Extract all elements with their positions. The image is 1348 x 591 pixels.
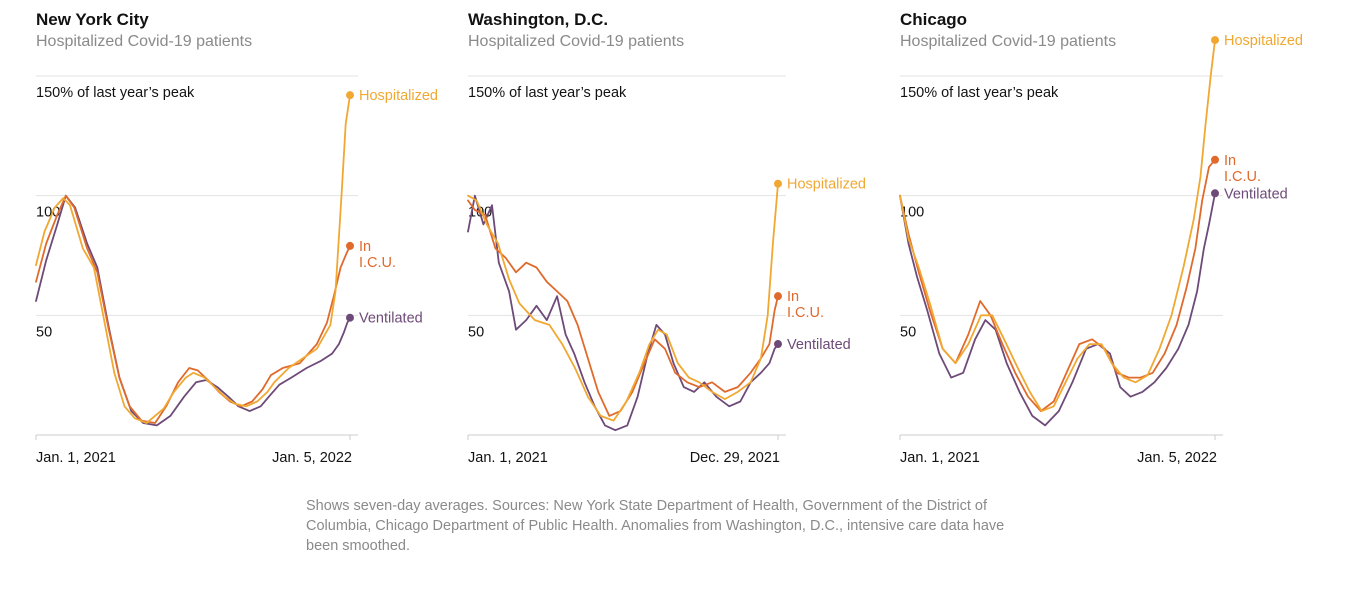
series-label: Ventilated — [787, 337, 851, 353]
y-tick-label: 50 — [468, 324, 484, 340]
chart-subtitle: Hospitalized Covid-19 patients — [36, 33, 253, 50]
series-line-ventilated — [35, 194, 351, 427]
chart-subtitle: Hospitalized Covid-19 patients — [468, 33, 685, 50]
chart-title: Washington, D.C. — [468, 10, 609, 29]
series-line-hospitalized — [467, 182, 779, 422]
y-tick-label: 150% of last year’s peak — [468, 85, 627, 101]
series-line-in-i-c-u- — [35, 194, 351, 424]
series-label: I.C.U. — [359, 255, 396, 271]
x-tick-label: Jan. 1, 2021 — [900, 450, 980, 466]
chart-panel-chicago: Chicago Hospitalized Covid-19 patients 5… — [899, 0, 1330, 480]
series-label: Hospitalized — [1224, 33, 1303, 49]
series-end-dot — [1211, 36, 1219, 45]
series-label: Hospitalized — [787, 177, 866, 193]
series-end-dot — [1211, 155, 1219, 164]
chart-subtitle: Hospitalized Covid-19 patients — [900, 33, 1117, 50]
chart-svg-chicago: 50 100 150% of last year’s peak Jan. 1, 202… — [899, 33, 1303, 466]
y-tick-label: 150% of last year’s peak — [900, 85, 1059, 101]
series-end-dot — [774, 179, 782, 188]
series-label: In — [787, 289, 799, 305]
series-line-ventilated — [467, 194, 779, 432]
x-tick-label: Jan. 5, 2022 — [1137, 450, 1217, 466]
chart-panel-nyc: New York City Hospitalized Covid-19 pati… — [35, 0, 466, 480]
series-label: Hospitalized — [359, 88, 438, 104]
series-label: In — [1224, 153, 1236, 169]
series-label: I.C.U. — [1224, 169, 1261, 185]
source-note: Shows seven-day averages. Sources: New Y… — [306, 498, 1005, 554]
series-label: In — [359, 239, 371, 255]
series-label: Ventilated — [359, 311, 423, 327]
y-tick-label: 100 — [900, 205, 924, 221]
series-label: Ventilated — [1224, 186, 1288, 202]
series-line-hospitalized — [899, 39, 1216, 412]
x-tick-label: Jan. 1, 2021 — [36, 450, 116, 466]
series-line-in-i-c-u- — [467, 199, 779, 417]
series-label: I.C.U. — [787, 305, 824, 321]
series-end-dot — [774, 292, 782, 301]
x-tick-label: Dec. 29, 2021 — [690, 450, 780, 466]
series-line-ventilated — [899, 192, 1216, 427]
y-tick-label: 150% of last year’s peak — [36, 85, 195, 101]
y-tick-label: 50 — [36, 324, 52, 340]
chart-title: New York City — [36, 10, 149, 29]
series-end-dot — [346, 313, 354, 322]
x-tick-label: Jan. 1, 2021 — [468, 450, 548, 466]
series-line-in-i-c-u- — [899, 158, 1216, 412]
series-end-dot — [774, 340, 782, 349]
chart-panel-dc: Washington, D.C. Hospitalized Covid-19 p… — [467, 0, 898, 480]
y-tick-label: 50 — [900, 324, 916, 340]
series-end-dot — [1211, 189, 1219, 198]
series-end-dot — [346, 241, 354, 250]
series-end-dot — [346, 91, 354, 100]
chart-title: Chicago — [900, 10, 968, 29]
series-line-hospitalized — [35, 94, 351, 424]
x-tick-label: Jan. 5, 2022 — [272, 450, 352, 466]
